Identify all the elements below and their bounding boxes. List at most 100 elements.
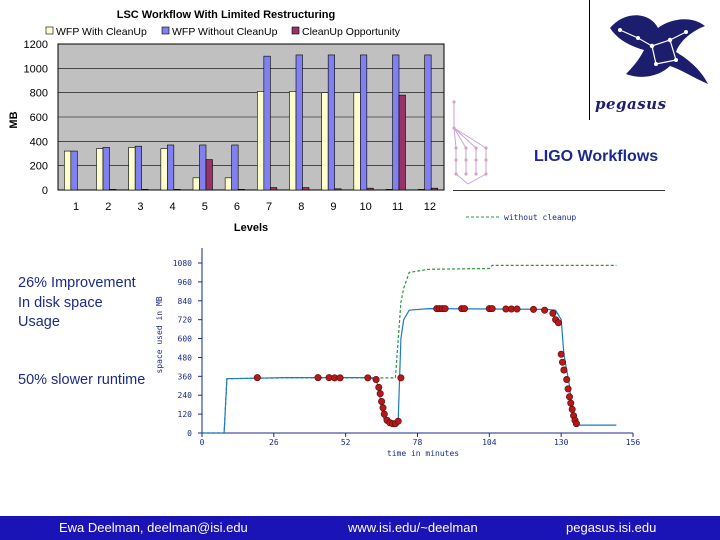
line-marker	[568, 405, 576, 413]
bar-3-level-6	[237, 189, 245, 191]
bar-y-tick-label: 200	[30, 161, 48, 173]
line-y-tick-label: 840	[178, 297, 193, 306]
line-y-tick-label: 480	[178, 353, 193, 362]
bar-y-tick-labels: 0 200 400 600 800 1000 1200	[24, 39, 48, 197]
line-marker	[379, 404, 387, 412]
line-marker	[441, 305, 449, 313]
line-marker	[563, 375, 571, 383]
line-y-tick-label: 720	[178, 316, 193, 325]
line-marker	[560, 366, 568, 374]
line-x-tick-label: 26	[269, 438, 279, 447]
bar-2-level-9	[327, 54, 335, 191]
bar-x-tick-label: 1	[73, 201, 79, 213]
bar-3-level-11	[398, 94, 406, 191]
line-marker	[541, 306, 549, 314]
line-marker	[488, 305, 496, 313]
bar-3-level-9	[334, 188, 342, 191]
line-y-tick-labels: 0 120 240 360 480 600 720 840 960 1080	[173, 259, 202, 438]
footer-bar: Ewa Deelman, deelman@isi.edu www.isi.edu…	[0, 516, 720, 540]
bar-y-tick-label: 600	[30, 112, 48, 124]
line-y-tick-label: 960	[178, 278, 193, 287]
line-marker	[549, 309, 557, 317]
line-y-tick-label: 360	[178, 372, 193, 381]
bar-x-tick-label: 11	[392, 201, 403, 213]
bar-x-tick-label: 4	[170, 201, 176, 213]
pegasus-logo	[589, 0, 720, 120]
bar-chart: LSC Workflow With Limited Restructuring …	[8, 9, 445, 234]
bar-y-tick-label: 0	[42, 185, 48, 197]
bar-legend-label: WFP With CleanUp	[56, 26, 147, 38]
bar-3-level-5	[205, 159, 213, 191]
line-legend-label: without cleanup	[504, 213, 576, 222]
line-x-tick-labels: 0 26 52 78 104 130 156	[200, 433, 640, 447]
bar-x-tick-label: 6	[234, 201, 240, 213]
line-marker	[558, 358, 566, 366]
line-marker	[564, 385, 572, 393]
line-x-axis-label: time in minutes	[387, 449, 459, 458]
bar-2-level-6	[231, 144, 239, 191]
bar-legend-swatch	[45, 26, 54, 35]
bar-x-tick-label: 12	[424, 201, 436, 213]
line-legend: without cleanup	[466, 213, 576, 222]
bar-legend: WFP With CleanUp WFP Without CleanUp Clean…	[45, 26, 401, 38]
disk-space-improvement-text: 26% Improvement In disk space Usage	[18, 275, 136, 330]
line-marker	[567, 399, 575, 407]
line-series-with-cleanup	[202, 307, 617, 434]
line-x-tick-label: 130	[554, 438, 569, 447]
line-marker	[364, 374, 372, 382]
pegasus-constellation-icon	[610, 15, 708, 84]
line-chart: 0 120 240 360 480 600 720 840 960 1080 0 26 52 78 104…	[155, 213, 640, 458]
bar-2-level-3	[134, 145, 142, 191]
line-x-tick-label: 78	[413, 438, 423, 447]
line-marker	[529, 305, 537, 313]
bar-2-level-1	[70, 150, 78, 191]
workflow-diagram-icon	[452, 100, 488, 185]
line-series-without-cleanup	[202, 264, 617, 434]
slower-runtime-text: 50% slower runtime	[18, 372, 146, 388]
bar-2-level-10	[360, 54, 368, 191]
line-y-axis-label: space used in MB	[155, 296, 164, 373]
line-marker	[376, 390, 384, 398]
ligo-workflows-title: LIGO Workflows	[534, 148, 659, 165]
bar-2-level-4	[167, 144, 175, 191]
bar-3-level-12	[430, 187, 438, 191]
bar-x-axis-label: Levels	[234, 222, 268, 234]
bar-legend-label: WFP Without CleanUp	[172, 26, 278, 38]
bar-x-tick-label: 5	[202, 201, 208, 213]
bar-3-level-7	[270, 187, 278, 191]
bar-x-tick-label: 2	[105, 201, 111, 213]
ligo-divider	[453, 190, 665, 191]
bar-2-level-12	[424, 54, 432, 191]
bar-legend-swatch	[161, 26, 170, 35]
footer-site-link[interactable]: pegasus.isi.edu	[566, 520, 657, 535]
line-markers	[253, 305, 580, 428]
bar-x-tick-label: 7	[266, 201, 272, 213]
bar-3-level-3	[141, 189, 149, 191]
line-marker	[378, 397, 386, 405]
bar-x-tick-label: 10	[359, 201, 371, 213]
bar-x-tick-label: 3	[137, 201, 143, 213]
line-marker	[314, 374, 322, 382]
bar-2-level-2	[102, 147, 110, 191]
line-y-tick-label: 240	[178, 391, 193, 400]
bar-y-tick-label: 400	[30, 136, 48, 148]
line-marker	[460, 305, 468, 313]
line-marker	[375, 383, 383, 391]
bar-chart-title: LSC Workflow With Limited Restructuring	[117, 9, 335, 21]
bar-legend-label: CleanUp Opportunity	[302, 26, 401, 38]
bar-x-tick-label: 9	[330, 201, 336, 213]
line-marker	[565, 393, 573, 401]
footer-url-link[interactable]: www.isi.edu/~deelman	[348, 520, 478, 535]
bar-2-level-8	[295, 54, 303, 191]
bar-3-level-8	[302, 187, 310, 191]
bar-y-tick-label: 800	[30, 88, 48, 100]
footer-author: Ewa Deelman, deelman@isi.edu	[59, 520, 248, 535]
line-marker	[397, 374, 405, 382]
line-marker	[372, 375, 380, 383]
bar-3-level-10	[366, 187, 374, 191]
line-y-tick-label: 0	[187, 429, 192, 438]
line-marker	[513, 305, 521, 313]
bar-x-tick-label: 8	[298, 201, 304, 213]
bar-3-level-4	[173, 189, 181, 191]
line-marker	[253, 374, 261, 382]
